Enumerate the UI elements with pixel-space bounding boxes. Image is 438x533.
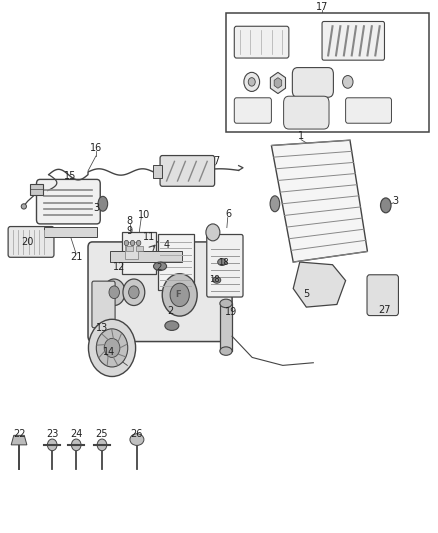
Ellipse shape	[98, 196, 108, 211]
Circle shape	[244, 72, 260, 92]
Text: 13: 13	[96, 324, 108, 333]
Bar	[30, 184, 42, 195]
Text: 5: 5	[303, 289, 310, 299]
Ellipse shape	[270, 196, 280, 212]
FancyBboxPatch shape	[367, 275, 399, 316]
Circle shape	[88, 319, 136, 376]
Text: 14: 14	[103, 347, 115, 357]
FancyBboxPatch shape	[234, 98, 272, 123]
Text: 3: 3	[94, 203, 100, 213]
Bar	[44, 227, 97, 237]
FancyBboxPatch shape	[36, 180, 100, 224]
Circle shape	[47, 439, 57, 451]
Circle shape	[71, 439, 81, 451]
Bar	[136, 246, 143, 251]
Ellipse shape	[381, 198, 391, 213]
Bar	[158, 234, 194, 289]
Bar	[226, 13, 428, 132]
Circle shape	[97, 439, 107, 451]
Text: 18: 18	[218, 257, 229, 266]
Text: F: F	[176, 290, 181, 300]
Text: 19: 19	[225, 308, 237, 317]
Text: 1: 1	[298, 132, 304, 141]
Ellipse shape	[130, 434, 144, 446]
Bar	[220, 303, 232, 351]
Ellipse shape	[220, 299, 232, 308]
Circle shape	[109, 286, 120, 298]
Bar	[125, 242, 138, 259]
Text: 24: 24	[70, 429, 82, 439]
FancyBboxPatch shape	[234, 26, 289, 58]
FancyBboxPatch shape	[346, 98, 392, 123]
Circle shape	[170, 283, 189, 306]
Circle shape	[104, 338, 120, 358]
Text: 9: 9	[127, 227, 133, 236]
Text: 17: 17	[316, 2, 328, 12]
Ellipse shape	[218, 259, 226, 265]
Text: 18: 18	[209, 274, 220, 284]
Text: 23: 23	[46, 429, 58, 439]
Ellipse shape	[213, 277, 221, 283]
FancyBboxPatch shape	[88, 242, 232, 342]
Polygon shape	[272, 140, 367, 262]
FancyBboxPatch shape	[322, 21, 385, 60]
Circle shape	[96, 329, 128, 367]
Text: 4: 4	[163, 239, 170, 249]
Ellipse shape	[153, 262, 166, 271]
Circle shape	[129, 286, 139, 298]
Text: 21: 21	[70, 252, 82, 262]
Ellipse shape	[165, 321, 179, 330]
Text: 6: 6	[226, 209, 232, 220]
Polygon shape	[11, 435, 27, 445]
Bar	[122, 232, 156, 274]
Text: 15: 15	[64, 171, 77, 181]
Text: 26: 26	[131, 429, 143, 439]
Text: 16: 16	[90, 143, 102, 152]
Circle shape	[162, 274, 197, 316]
FancyBboxPatch shape	[207, 235, 243, 297]
Text: 25: 25	[96, 429, 108, 439]
Circle shape	[123, 279, 145, 305]
Circle shape	[248, 78, 255, 86]
FancyBboxPatch shape	[292, 68, 333, 97]
Bar	[127, 246, 133, 251]
Text: 2: 2	[167, 306, 173, 316]
Polygon shape	[293, 262, 346, 307]
Text: 27: 27	[378, 305, 390, 315]
Circle shape	[124, 240, 129, 246]
Text: 3: 3	[393, 196, 399, 206]
Ellipse shape	[220, 347, 232, 356]
Circle shape	[131, 240, 135, 246]
FancyBboxPatch shape	[284, 96, 329, 129]
Text: 2: 2	[156, 263, 161, 272]
Polygon shape	[274, 78, 282, 88]
Circle shape	[137, 240, 141, 246]
Text: 11: 11	[143, 232, 155, 241]
Text: 10: 10	[138, 211, 150, 221]
FancyBboxPatch shape	[92, 281, 115, 328]
Bar	[152, 165, 162, 179]
Circle shape	[103, 279, 125, 305]
Bar	[110, 252, 182, 262]
Text: 7: 7	[213, 156, 219, 166]
Polygon shape	[270, 72, 286, 94]
Circle shape	[206, 224, 220, 241]
Ellipse shape	[21, 204, 26, 209]
Text: 20: 20	[21, 237, 34, 247]
Text: 22: 22	[13, 429, 25, 439]
Text: 12: 12	[113, 262, 126, 272]
FancyBboxPatch shape	[8, 227, 54, 257]
FancyBboxPatch shape	[160, 156, 215, 187]
Text: 8: 8	[127, 216, 133, 226]
Circle shape	[343, 76, 353, 88]
